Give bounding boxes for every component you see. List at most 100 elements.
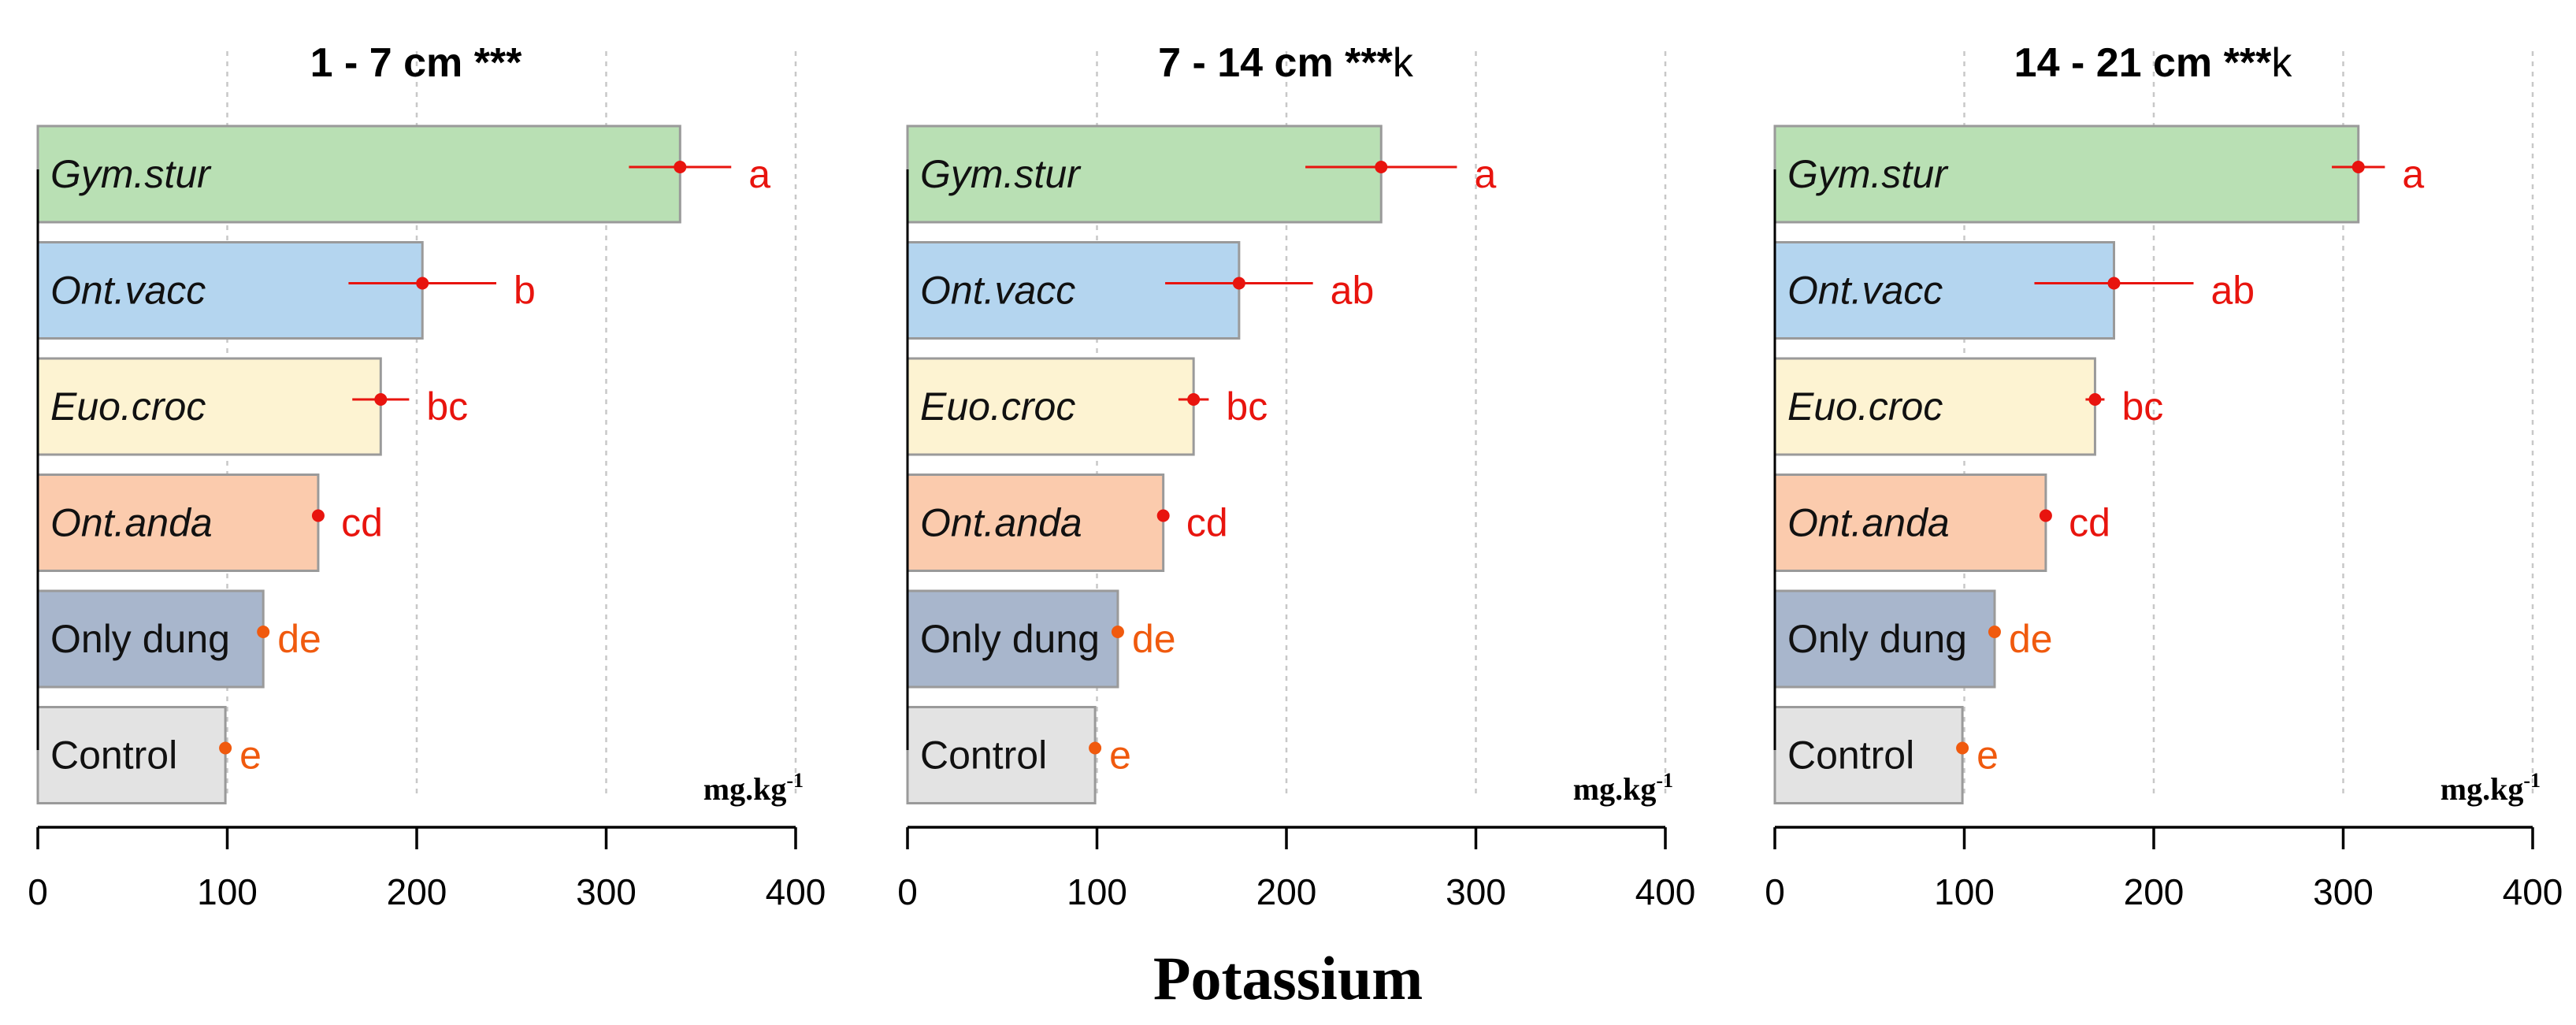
significance-label: bc	[2121, 384, 2163, 429]
x-tick-label: 100	[1067, 871, 1127, 912]
panel-title: 7 - 14 cm ***k	[1158, 40, 1414, 86]
x-tick-label: 200	[2124, 871, 2184, 912]
x-tick-label: 0	[897, 871, 918, 912]
mean-point	[257, 626, 270, 638]
bar-group-euo-croc: Euo.croc bc	[906, 357, 1268, 456]
bar	[1773, 241, 2115, 340]
mean-point	[1089, 741, 1102, 755]
bar	[1773, 589, 1996, 689]
bar-label: Ont.anda	[50, 501, 213, 545]
mean-point	[1111, 626, 1124, 638]
bar-group-ont-vacc: Ont.vacc ab	[906, 241, 1375, 340]
unit-label: mg.kg-1	[1573, 769, 1673, 807]
bar-group-control: Control e	[1773, 706, 1999, 804]
x-tick-label: 200	[387, 871, 447, 912]
significance-label: a	[2402, 152, 2424, 196]
bar-label: Only dung	[1787, 617, 1967, 661]
mean-point	[1232, 277, 1245, 290]
bar-label: Control	[920, 733, 1047, 778]
significance-label: de	[277, 617, 321, 661]
bar-label: Gym.stur	[50, 152, 212, 196]
bar-group-ont-vacc: Ont.vacc b	[36, 241, 536, 340]
bar	[906, 706, 1097, 804]
panel-title-main: 14 - 21 cm ***	[2014, 40, 2272, 86]
bar-label: Ont.vacc	[920, 269, 1075, 313]
bar-label: Gym.stur	[920, 152, 1082, 196]
bar-label: Gym.stur	[1787, 152, 1949, 196]
panel-title-suffix: k	[1393, 40, 1414, 86]
bar-group-ont-anda: Ont.anda cd	[1773, 474, 2110, 572]
x-tick-label: 300	[576, 871, 637, 912]
mean-point	[2088, 393, 2102, 406]
x-tick-label: 400	[2503, 871, 2563, 912]
significance-label: cd	[1186, 501, 1228, 545]
x-tick-label: 400	[1635, 871, 1696, 912]
unit-base: mg.kg	[703, 771, 787, 807]
mean-point	[2039, 509, 2052, 522]
mean-point	[1988, 626, 2001, 638]
bar-label: Ont.vacc	[1787, 269, 1943, 313]
bar-label: Ont.vacc	[50, 269, 206, 313]
bar-group-only-dung: Only dung de	[1773, 589, 2053, 689]
bar-group-ont-vacc: Ont.vacc ab	[1773, 241, 2255, 340]
bar	[1773, 706, 1964, 804]
x-tick-label: 400	[766, 871, 826, 912]
bar-group-only-dung: Only dung de	[36, 589, 321, 689]
bar-group-gym-stur: Gym.stur a	[1773, 124, 2424, 224]
mean-point	[1375, 161, 1388, 173]
x-tick-label: 100	[197, 871, 258, 912]
bar	[906, 241, 1241, 340]
bar	[36, 706, 227, 804]
unit-label: mg.kg-1	[2441, 769, 2541, 807]
unit-superscript: -1	[2523, 769, 2541, 792]
bar-group-only-dung: Only dung de	[906, 589, 1176, 689]
bar-group-control: Control e	[906, 706, 1131, 804]
bar-label: Euo.croc	[920, 384, 1075, 429]
bar-label: Control	[50, 733, 177, 778]
panel-title-main: 1 - 7 cm ***	[310, 40, 523, 86]
bar	[906, 124, 1383, 224]
bar	[36, 357, 382, 456]
mean-point	[416, 277, 429, 290]
significance-label: cd	[2069, 501, 2110, 545]
bar-group-gym-stur: Gym.stur a	[36, 124, 770, 224]
significance-label: bc	[426, 384, 468, 429]
significance-label: ab	[1331, 269, 1375, 313]
x-tick-label: 200	[1256, 871, 1317, 912]
x-tick-label: 0	[28, 871, 48, 912]
x-tick-label: 100	[1934, 871, 1995, 912]
bar-group-control: Control e	[36, 706, 262, 804]
mean-point	[374, 393, 388, 406]
panel-title-suffix: k	[2271, 40, 2292, 86]
unit-superscript: -1	[786, 769, 804, 792]
bar-group-euo-croc: Euo.croc bc	[1773, 357, 2163, 456]
bar-label: Euo.croc	[1787, 384, 1943, 429]
panel-title-main: 7 - 14 cm ***	[1158, 40, 1393, 86]
mean-point	[219, 741, 232, 755]
x-tick-label: 300	[2313, 871, 2374, 912]
panel-3: 14 - 21 cm ***k Gym.stur a Ont.vacc ab Euo.cr…	[1765, 40, 2563, 912]
mean-point	[2107, 277, 2121, 290]
bar-label: Control	[1787, 733, 1914, 778]
significance-label: a	[1474, 152, 1496, 196]
bar-group-ont-anda: Ont.anda cd	[906, 474, 1228, 572]
significance-label: de	[2009, 617, 2053, 661]
bar-label: Euo.croc	[50, 384, 206, 429]
bar	[906, 357, 1195, 456]
mean-point	[1156, 509, 1170, 522]
unit-label: mg.kg-1	[703, 769, 804, 807]
mean-point	[1956, 741, 1969, 755]
mean-point	[1187, 393, 1201, 406]
bar-group-ont-anda: Ont.anda cd	[36, 474, 383, 572]
bar-group-euo-croc: Euo.croc bc	[36, 357, 468, 456]
unit-base: mg.kg	[2441, 771, 2524, 807]
significance-label: de	[1132, 617, 1176, 661]
significance-label: ab	[2211, 269, 2255, 313]
bar-label: Ont.anda	[920, 501, 1082, 545]
bar-label: Ont.anda	[1787, 501, 1950, 545]
mean-point	[311, 509, 325, 522]
bar	[1773, 357, 2096, 456]
significance-label: bc	[1226, 384, 1268, 429]
significance-label: e	[239, 733, 262, 778]
